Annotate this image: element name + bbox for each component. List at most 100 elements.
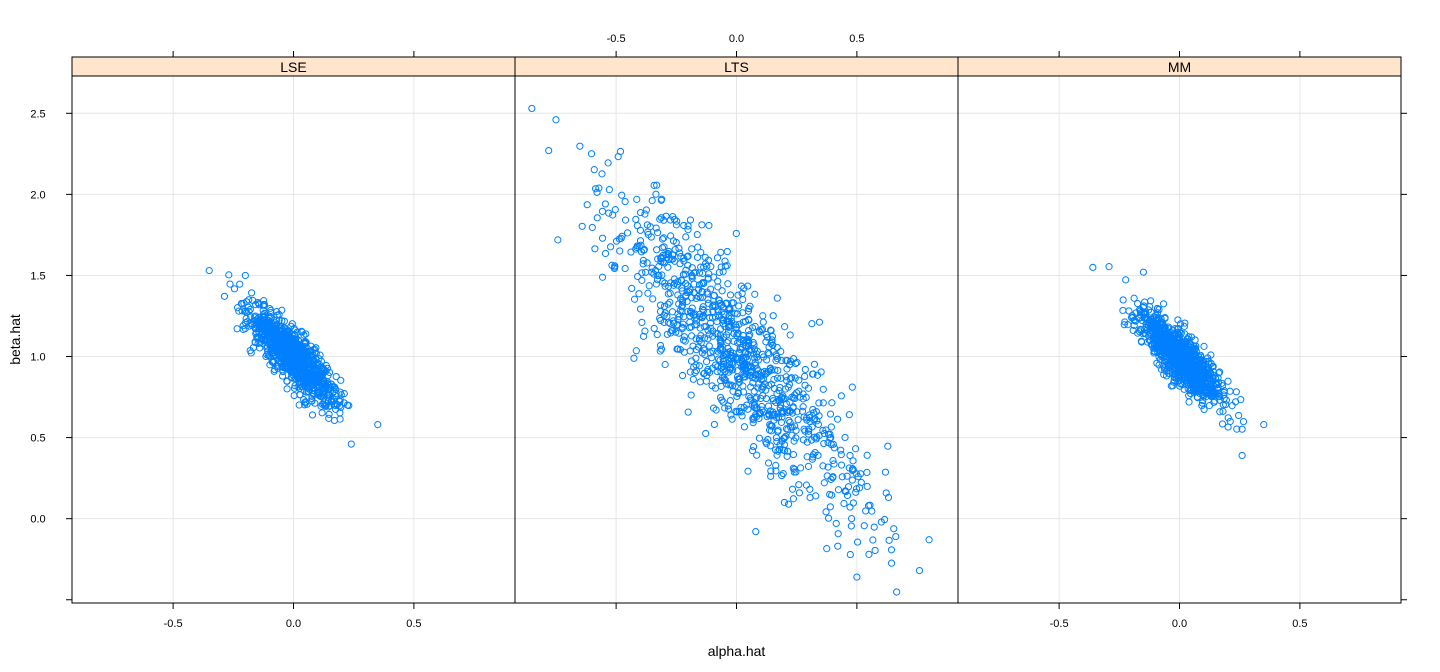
data-point xyxy=(777,418,786,426)
data-point xyxy=(668,326,677,335)
data-point xyxy=(673,345,681,353)
y-tick-label: 1.5 xyxy=(30,270,45,282)
data-point xyxy=(289,344,297,352)
data-point xyxy=(300,396,308,404)
data-point xyxy=(700,323,708,331)
data-point xyxy=(308,392,316,400)
data-point xyxy=(772,467,780,475)
data-point xyxy=(1200,342,1208,350)
data-point xyxy=(326,402,334,410)
data-point xyxy=(645,282,653,290)
data-point xyxy=(800,413,808,421)
data-point xyxy=(776,383,784,392)
data-point xyxy=(822,508,830,516)
data-point xyxy=(806,493,814,502)
data-point xyxy=(267,335,275,344)
data-point xyxy=(720,310,728,318)
data-point xyxy=(716,346,724,354)
data-point xyxy=(789,450,798,459)
data-point xyxy=(702,429,710,438)
data-point xyxy=(697,331,705,340)
data-point xyxy=(336,402,344,410)
data-point xyxy=(652,224,660,232)
data-point xyxy=(1119,306,1127,315)
data-point xyxy=(250,313,258,321)
data-point xyxy=(1119,296,1127,304)
data-point xyxy=(325,394,333,402)
data-point xyxy=(739,382,747,390)
data-point xyxy=(828,399,836,407)
data-point xyxy=(810,416,818,424)
data-point xyxy=(283,377,291,385)
data-point xyxy=(1147,297,1155,305)
data-point xyxy=(671,257,679,265)
data-point xyxy=(1173,335,1181,344)
data-point xyxy=(787,423,795,431)
data-point xyxy=(1212,379,1220,387)
data-point xyxy=(695,335,704,343)
data-point xyxy=(826,503,834,511)
data-point xyxy=(847,522,855,530)
data-point xyxy=(775,387,783,395)
data-point xyxy=(656,215,664,223)
data-point xyxy=(829,456,837,465)
data-point xyxy=(279,367,287,376)
data-point xyxy=(704,365,712,374)
data-point xyxy=(675,313,683,321)
data-point xyxy=(815,412,823,420)
data-point xyxy=(751,354,759,362)
data-point xyxy=(769,312,777,320)
data-point xyxy=(335,397,343,405)
data-point xyxy=(1160,342,1168,350)
data-point xyxy=(651,266,660,275)
x-tick-label: 0.0 xyxy=(1172,618,1187,630)
data-point xyxy=(893,588,901,596)
data-point xyxy=(1179,359,1187,367)
data-point xyxy=(1134,329,1142,337)
data-point xyxy=(286,365,294,374)
data-point xyxy=(657,257,665,266)
data-point xyxy=(714,277,722,285)
y-tick-label: 0.0 xyxy=(30,514,45,526)
data-point xyxy=(727,411,735,419)
data-point xyxy=(601,249,610,258)
data-point xyxy=(634,272,642,281)
data-point xyxy=(765,343,773,351)
data-point xyxy=(726,291,735,299)
data-point xyxy=(845,411,853,419)
data-point xyxy=(288,320,296,328)
data-point xyxy=(763,413,771,421)
data-point xyxy=(735,378,743,387)
data-point xyxy=(744,405,752,413)
data-point xyxy=(698,305,707,313)
data-point xyxy=(692,361,700,369)
data-point xyxy=(732,229,740,238)
data-point xyxy=(837,450,845,459)
data-point xyxy=(251,338,259,347)
data-point xyxy=(698,293,707,301)
data-point xyxy=(863,482,871,491)
data-point xyxy=(765,350,773,358)
data-point xyxy=(665,247,673,256)
x-axis-title: alpha.hat xyxy=(708,643,766,659)
data-point xyxy=(733,408,741,416)
data-point xyxy=(723,338,731,347)
data-point xyxy=(1175,359,1184,367)
data-point xyxy=(740,284,748,292)
data-point xyxy=(781,395,789,403)
panel-mm: MM xyxy=(957,56,1402,604)
data-point xyxy=(1218,420,1227,428)
data-point xyxy=(769,397,778,405)
data-point xyxy=(306,379,314,387)
data-point xyxy=(780,434,788,442)
data-point xyxy=(1181,319,1189,327)
data-point xyxy=(680,333,688,341)
data-point xyxy=(737,408,745,416)
data-point xyxy=(283,385,291,393)
panel-lts: LTS xyxy=(514,56,959,604)
data-point xyxy=(618,232,626,240)
data-point xyxy=(226,280,234,288)
data-point xyxy=(1176,346,1184,354)
data-point xyxy=(1207,359,1215,368)
data-point xyxy=(721,257,729,265)
